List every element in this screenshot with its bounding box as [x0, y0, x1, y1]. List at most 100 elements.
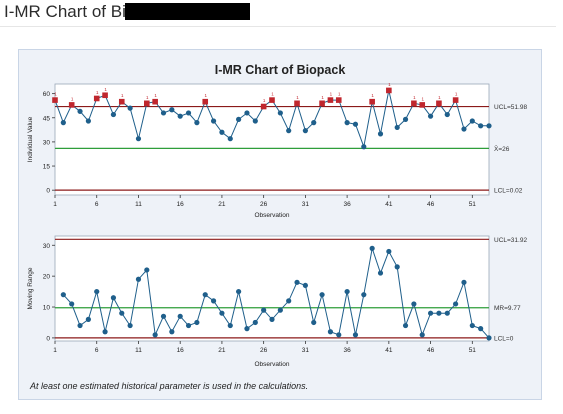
- flag-label: 1: [54, 92, 57, 97]
- x-tick-label: 16: [177, 201, 185, 208]
- data-point: [478, 326, 484, 332]
- data-point: [77, 322, 83, 329]
- data-point: [152, 332, 158, 338]
- data-point: [336, 332, 342, 338]
- flag-label: 1: [438, 95, 441, 100]
- data-point: [135, 276, 142, 282]
- data-point: [361, 144, 367, 150]
- x-tick-label: 41: [385, 347, 393, 354]
- chart-title: I-MR Chart of Biopack: [215, 63, 346, 77]
- flagged-point: [419, 102, 426, 108]
- data-point: [486, 123, 492, 129]
- flagged-point: [436, 100, 442, 107]
- flagged-point: [452, 97, 459, 103]
- data-point: [286, 128, 292, 134]
- lcl-line-label: LCL=0: [494, 335, 514, 342]
- data-point: [94, 288, 100, 295]
- x-tick-label: 1: [53, 201, 57, 208]
- data-point: [210, 298, 217, 304]
- data-point: [202, 292, 208, 298]
- data-point: [85, 316, 91, 322]
- data-point: [377, 270, 384, 276]
- x-tick-label: 6: [95, 347, 99, 354]
- x-tick-label: 51: [469, 201, 477, 208]
- data-point: [453, 301, 459, 307]
- data-point: [185, 110, 192, 116]
- flag-label: 1: [371, 93, 374, 98]
- data-point: [227, 136, 233, 142]
- data-point: [311, 120, 317, 126]
- data-point: [461, 126, 467, 132]
- data-point: [160, 110, 167, 116]
- data-point: [377, 131, 384, 137]
- data-point: [177, 313, 183, 319]
- data-point: [352, 121, 359, 127]
- data-point: [85, 118, 91, 124]
- flag-label: 1: [271, 92, 274, 97]
- data-point: [135, 136, 142, 142]
- data-point: [302, 282, 308, 289]
- y-tick-label: 10: [43, 305, 51, 312]
- y-tick-label: 30: [43, 139, 51, 146]
- flag-label: 1: [263, 98, 266, 103]
- footnote: At least one estimated historical parame…: [30, 381, 309, 391]
- flagged-point: [202, 98, 209, 105]
- data-point: [327, 329, 334, 335]
- data-point: [127, 105, 133, 111]
- data-point: [252, 319, 258, 326]
- plot-area: [54, 235, 490, 342]
- data-point: [110, 111, 117, 118]
- x-tick-label: 26: [260, 201, 268, 208]
- data-point: [427, 310, 434, 316]
- x-tick-label: 16: [177, 347, 185, 354]
- flagged-point: [152, 98, 158, 105]
- data-point: [302, 128, 308, 134]
- x-tick-label: 36: [343, 201, 351, 208]
- flagged-point: [294, 100, 300, 107]
- data-point: [469, 118, 475, 124]
- data-point: [444, 310, 450, 316]
- data-point: [60, 120, 66, 126]
- x-tick-label: 51: [469, 347, 477, 354]
- heading-divider: [0, 26, 556, 27]
- flag-label: 1: [338, 92, 341, 97]
- flagged-point: [118, 98, 125, 105]
- data-point: [311, 319, 317, 326]
- data-point: [194, 120, 200, 126]
- data-point: [210, 118, 217, 124]
- data-point: [294, 279, 300, 285]
- page-heading: I-MR Chart of Bi: [4, 2, 126, 21]
- flag-label: 1: [96, 90, 99, 95]
- y-tick-label: 20: [43, 274, 51, 281]
- y-tick-label: 0: [46, 188, 50, 195]
- data-point: [319, 292, 325, 298]
- center-line-label: MR=9.77: [494, 305, 521, 312]
- x-axis-label: Observation: [254, 361, 289, 368]
- data-point: [419, 332, 425, 338]
- data-point: [344, 288, 350, 295]
- data-point: [177, 113, 183, 119]
- x-tick-label: 41: [385, 201, 393, 208]
- flag-label: 1: [121, 93, 124, 98]
- data-point: [344, 120, 350, 126]
- x-tick-label: 11: [135, 347, 142, 354]
- x-tick-label: 36: [343, 347, 351, 354]
- data-point: [110, 295, 117, 301]
- data-point: [60, 292, 66, 298]
- x-tick-label: 46: [427, 347, 435, 354]
- x-tick-label: 11: [135, 201, 142, 208]
- flag-label: 1: [154, 93, 157, 98]
- flagged-point: [260, 103, 267, 110]
- x-tick-label: 31: [302, 347, 310, 354]
- x-tick-label: 31: [302, 201, 310, 208]
- data-point: [227, 322, 233, 329]
- flagged-point: [102, 92, 108, 99]
- flag-label: 1: [330, 92, 333, 97]
- data-point: [119, 310, 125, 316]
- data-point: [269, 316, 275, 322]
- data-point: [219, 129, 225, 135]
- flagged-point: [386, 87, 392, 94]
- flagged-point: [144, 100, 150, 107]
- data-point: [469, 322, 475, 329]
